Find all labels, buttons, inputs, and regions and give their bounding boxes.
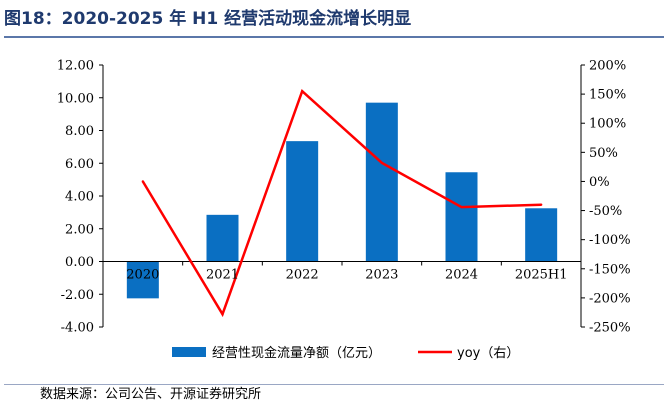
x-tick-label: 2024 [445,268,478,283]
bar-2021 [206,214,239,262]
source-divider [4,384,664,385]
yoy-point-2020 [141,180,145,183]
legend-swatch-bar [172,347,206,357]
x-tick-label: 2022 [286,268,319,283]
left-tick-label: 0.00 [65,255,94,270]
right-tick-label: 200% [589,59,626,74]
right-tick-label: -150% [589,262,631,277]
bar-2024 [445,172,478,262]
right-tick-label: -200% [589,291,631,306]
left-tick-label: 12.00 [57,59,94,74]
yoy-point-2021 [221,312,224,316]
x-tick-label: 2025H1 [515,268,568,283]
left-tick-label: -2.00 [61,288,94,303]
right-tick-label: -250% [589,321,631,336]
source-note: 数据来源：公司公告、开源证券研究所 [40,387,262,402]
left-tick-label: 6.00 [65,157,94,172]
left-tick-label: 4.00 [65,190,94,205]
right-tick-label: 50% [589,146,618,161]
legend-label-line: yoy（右） [457,346,519,361]
yoy-point-2022 [300,90,304,93]
yoy-point-2024 [460,205,463,209]
bar-2020 [126,261,159,299]
title-divider [4,36,664,38]
left-tick-label: -4.00 [61,321,94,336]
x-tick-label: 2021 [206,268,239,283]
x-tick-label: 2020 [126,268,159,283]
yoy-point-2023 [380,161,384,165]
chart: 2020 2021 2022 2023 2024 2025H1 -4.00 -2.00 0.0… [57,59,631,362]
yoy-point-2025H1 [539,203,543,206]
left-tick-label: 2.00 [65,222,94,237]
left-tick-label: 10.00 [57,91,94,106]
chart-title: 图18：2020-2025 年 H1 经营活动现金流增长明显 [4,9,412,29]
right-tick-label: -100% [589,233,631,248]
bar-2022 [286,141,319,262]
left-tick-label: 8.00 [65,124,94,139]
right-tick-label: 150% [589,88,626,103]
x-tick-label: 2023 [365,268,398,283]
right-tick-label: 0% [589,175,610,190]
right-tick-label: -50% [589,204,622,219]
bar-2023 [365,102,398,262]
yoy-line [141,89,542,318]
bar-2025H1 [525,208,558,262]
legend-label-bar: 经营性现金流量净额（亿元） [212,345,381,361]
right-tick-label: 100% [589,117,626,132]
